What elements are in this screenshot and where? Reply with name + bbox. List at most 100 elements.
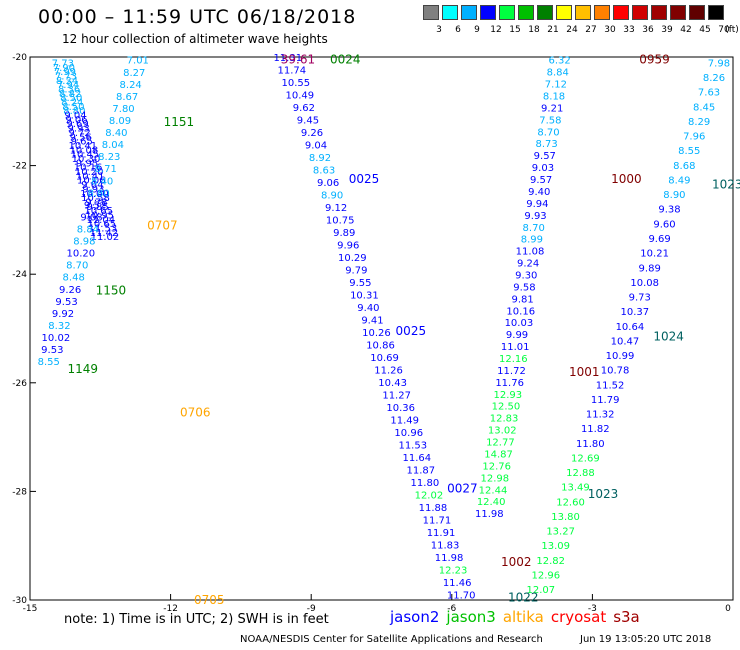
wave-height-label: 10.41 (76, 171, 105, 182)
wave-height-label: 12.40 (477, 497, 506, 508)
wave-height-label: 10.26 (362, 328, 391, 339)
wave-height-label: 13.02 (488, 426, 517, 437)
wave-height-label: 8.84 (547, 68, 569, 79)
wave-height-label: 9.79 (345, 266, 367, 277)
credit-line: NOAA/NESDIS Center for Satellite Applica… (240, 634, 543, 645)
legend-swatch (594, 5, 610, 20)
wave-height-label: 9.57 (530, 175, 552, 186)
wave-height-label: 8.99 (521, 235, 543, 246)
page-title: 00:00 – 11:59 UTC 06/18/2018 (38, 6, 357, 28)
wave-height-label: 9.41 (361, 316, 383, 327)
wave-height-label: 7.73 (52, 58, 74, 69)
wave-height-label: 8.50 (60, 93, 82, 104)
wave-height-label: 11.82 (581, 424, 610, 435)
legend-swatch (461, 5, 477, 20)
y-tick-label: -20 (12, 53, 27, 63)
wave-height-label: 9.06 (65, 115, 87, 126)
wave-height-label: 8.84 (77, 224, 99, 235)
wave-height-label: 10.49 (286, 91, 315, 102)
time-label: 0705 (194, 593, 225, 607)
wave-height-label: 11.42 (90, 228, 119, 239)
time-label: 0024 (330, 53, 361, 67)
wave-height-label: 8.50 (62, 102, 84, 113)
wave-height-label: 10.99 (606, 351, 635, 362)
wave-height-label: 9.93 (82, 184, 104, 195)
legend-swatch (480, 5, 496, 20)
legend-swatch (537, 5, 553, 20)
wave-height-label: 11.49 (390, 416, 419, 427)
y-tick-label: -26 (12, 379, 27, 389)
legend-label: 15 (509, 25, 521, 35)
wave-height-label: 9.95 (76, 158, 98, 169)
wave-height-label: 10.20 (75, 167, 104, 178)
wave-height-label: 11.70 (447, 591, 476, 602)
wave-height-label: 12.23 (439, 566, 468, 577)
legend-label: 24 (566, 25, 578, 35)
wave-height-label: 9.04 (305, 141, 327, 152)
wave-height-label: 11.64 (402, 453, 431, 464)
wave-height-label: 9.26 (59, 285, 81, 296)
wave-height-label: 12.76 (482, 461, 511, 472)
wave-height-label: 9.40 (528, 187, 550, 198)
wave-height-label: 9.89 (639, 263, 661, 274)
wave-height-label: 8.29 (688, 117, 710, 128)
time-labels: 0959 0024 39.61 1151 1000 0025 1023 0707 1150 002… (67, 53, 740, 607)
wave-height-label: 10.58 (81, 193, 110, 204)
wave-height-label: 8.18 (543, 92, 565, 103)
legend-swatch (613, 5, 629, 20)
wave-height-label: 11.53 (398, 441, 427, 452)
wave-height-label: 9.21 (541, 103, 563, 114)
legend-label: 39 (661, 25, 673, 35)
legend-label: 9 (474, 25, 480, 35)
wave-height-label: 10.47 (611, 336, 640, 347)
wave-height-label: 7.80 (112, 104, 134, 115)
satellite-legend-item: cryosat (550, 608, 607, 626)
wave-height-label: 11.88 (419, 503, 448, 514)
wave-height-label: 9.40 (357, 303, 379, 314)
time-label: 1000 (611, 172, 642, 186)
legend-swatch (651, 5, 667, 20)
wave-height-label: 9.93 (524, 211, 546, 222)
time-label: 0959 (639, 53, 670, 67)
wave-height-label: 10.08 (70, 145, 99, 156)
time-label: 1150 (96, 283, 127, 297)
wave-height-label: 8.80 (87, 188, 109, 199)
wave-height-label: 11.79 (591, 395, 620, 406)
wave-height-label: 8.45 (693, 102, 715, 113)
wave-height-label: 8.98 (73, 237, 95, 248)
wave-height-label: 10.65 (84, 206, 113, 217)
legend-label: 70 (718, 25, 730, 35)
wave-height-label: 10.65 (88, 219, 117, 230)
time-label: 0706 (180, 406, 211, 420)
wave-height-label: 13.49 (561, 483, 590, 494)
wave-height-label: 8.23 (98, 152, 120, 163)
wave-height-label: 8.90 (663, 190, 685, 201)
wave-height-label: 7.99 (54, 67, 76, 78)
satellite-legend-item: jason2 (390, 608, 440, 626)
wave-height-label: 8.27 (123, 68, 145, 79)
legend-swatch (670, 5, 686, 20)
time-label: 0025 (396, 324, 427, 338)
wave-height-label: 10.55 (282, 78, 311, 89)
wave-height-label: 7.01 (127, 56, 149, 67)
wave-height-label: 8.49 (668, 175, 690, 186)
wave-height-label: 11.91 (427, 528, 456, 539)
wave-height-label: 7.63 (698, 88, 720, 99)
wave-height-label: 8.32 (48, 321, 70, 332)
wave-height-label: 12.82 (536, 556, 565, 567)
legend-unit: (ft) (725, 25, 739, 35)
map-frame (29, 56, 734, 601)
wave-height-label: 10.16 (74, 163, 103, 174)
wave-height-label: 8.34 (56, 76, 78, 87)
wave-height-label: 11.98 (435, 553, 464, 564)
time-label: 1023 (712, 178, 740, 192)
wave-height-label: 8.68 (673, 161, 695, 172)
x-tick-label: -15 (23, 604, 38, 614)
satellite-tracks: 7.737.907.997.738.347.948.368.828.508.24… (38, 53, 730, 602)
time-label: 0027 (447, 482, 478, 496)
wave-height-label: 11.08 (516, 247, 545, 258)
wave-height-label: 12.16 (499, 354, 528, 365)
wave-height-label: 13.09 (541, 541, 570, 552)
legend-swatch (423, 5, 439, 20)
